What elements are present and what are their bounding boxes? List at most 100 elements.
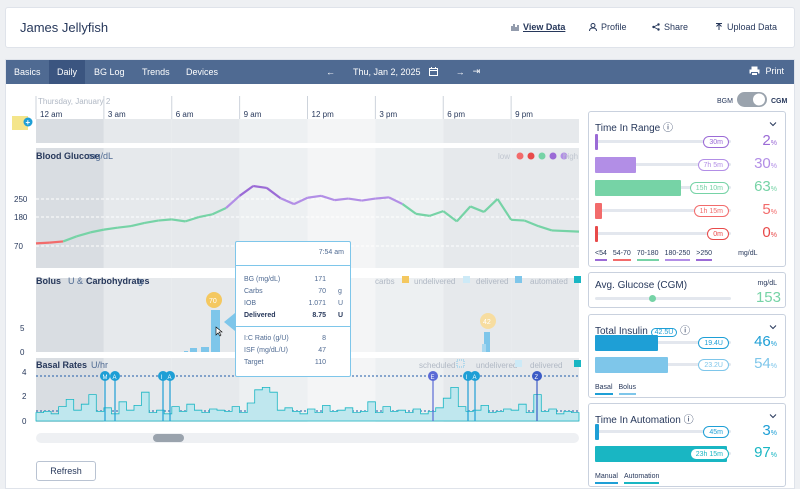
print-button[interactable]: Print (749, 66, 784, 76)
panel-shade (36, 119, 104, 143)
tab-basics[interactable]: Basics (14, 67, 41, 77)
bg-legend-dot (538, 152, 546, 160)
bg-legend-low: low (498, 152, 510, 161)
tab-daily[interactable]: Daily (49, 60, 86, 84)
legend-target: 70-180 (636, 250, 659, 261)
info-icon[interactable]: ⓘ (683, 415, 694, 426)
stat-bar-percent: 97% (754, 444, 777, 461)
tab-devices[interactable]: Devices (186, 67, 219, 77)
stat-bar-duration: 23h 15m (689, 448, 729, 460)
profile-link[interactable]: Profile (589, 22, 627, 32)
basal-event-marker (165, 371, 175, 381)
glucose-trace-segment (483, 198, 499, 213)
stat-bar-percent: 46% (754, 333, 777, 350)
bg-legend-dot (527, 152, 535, 160)
basal-panel-title: Basal Rates (36, 360, 87, 370)
glucose-trace-segment (212, 207, 227, 216)
glucose-trace-segment (496, 198, 513, 221)
bolus-bar-selected (211, 310, 220, 352)
glucose-trace-segment (442, 210, 458, 223)
stat-bar-track (595, 341, 731, 344)
avg-glucose-unit: mg/dL (757, 280, 777, 287)
most-recent-icon[interactable]: ⇥ (472, 66, 481, 76)
stat-bar-fill (595, 180, 681, 196)
bolus-bar (184, 351, 188, 352)
total-insulin-card: Total Insulin 42.5U ⓘ 19.4U 46% 23.2U 54% B… (588, 314, 786, 398)
add-note-plus: + (26, 118, 31, 127)
panel-shade (103, 278, 172, 352)
hour-tick-label: 3 pm (379, 110, 397, 119)
glucose-trace-segment (456, 205, 472, 223)
timeline-scrollbar-track (36, 433, 579, 443)
view-data-link[interactable]: View Data (511, 22, 565, 32)
bg-y-tick: 70 (14, 242, 23, 251)
basal-event-label: A (113, 375, 117, 381)
calendar-icon[interactable] (428, 67, 438, 76)
bgm-label: BGM (717, 98, 733, 105)
legend-manual: Manual (595, 473, 618, 484)
stat-bar-duration: 30m (703, 136, 729, 148)
panel-shade (511, 148, 579, 268)
glucose-trace-segment (348, 197, 362, 202)
bg-legend-dot (549, 152, 557, 160)
next-day-icon[interactable]: → (455, 66, 465, 77)
glucose-trace-segment (551, 229, 580, 233)
tooltip-unit: g (338, 288, 342, 295)
glucose-trace-segment (469, 205, 485, 213)
bolus-legend-swatch (574, 276, 581, 283)
tab-trends[interactable]: Trends (142, 67, 170, 77)
glucose-trace-segment (524, 219, 539, 228)
panel-shade (36, 148, 104, 268)
hour-tick-label: 6 am (176, 110, 194, 119)
stat-bar-percent: 3% (762, 422, 777, 439)
cgm-toggle-knob (753, 93, 765, 106)
stat-bar-track (595, 232, 731, 235)
glucose-trace-segment (415, 212, 430, 217)
basal-event-marker (463, 371, 473, 381)
glucose-trace-segment (401, 203, 417, 215)
stat-bar-track (595, 209, 731, 212)
chevron-down-icon[interactable] (769, 412, 777, 420)
glucose-trace-segment (388, 196, 404, 206)
basal-legend-swatch (456, 359, 465, 368)
tab-bar: Basics Daily BG Log Trends Devices ← Thu… (6, 60, 794, 84)
stat-bar-fill (595, 203, 602, 219)
glucose-trace-segment (184, 215, 200, 223)
tooltip-value: 8.75 (312, 312, 326, 319)
legend-high: 180-250 (664, 250, 691, 261)
prev-day-icon[interactable]: ← (326, 66, 335, 77)
glucose-trace-segment (158, 218, 172, 222)
carbs-unit: g (138, 276, 143, 286)
legend-low: 54-70 (612, 250, 631, 261)
panel-shade (443, 119, 512, 143)
stat-bar-duration: 0m (707, 228, 729, 240)
avg-glucose-track (595, 295, 731, 302)
note-icon (12, 116, 28, 130)
glucose-trace-segment (375, 196, 390, 200)
panel-shade (375, 278, 444, 352)
upload-label: Upload Data (727, 22, 778, 32)
hour-tick-label: 12 pm (312, 110, 335, 119)
upload-data-link[interactable]: Upload Data (715, 22, 777, 32)
tab-bg-log[interactable]: BG Log (94, 67, 125, 77)
glucose-trace-segment (171, 218, 186, 223)
stat-bar-row: 15h 10m 63% (595, 178, 781, 196)
chevron-down-icon[interactable] (769, 120, 777, 128)
panel-shade (171, 278, 240, 352)
basal-event-label: M (103, 375, 108, 381)
glucose-trace-segment (35, 241, 50, 245)
carb-bubble (480, 313, 496, 329)
basal-event-label: A (168, 375, 172, 381)
tooltip-unit: U (338, 300, 344, 307)
stat-bar-fill (595, 335, 658, 351)
hour-tick-label: 9 am (244, 110, 262, 119)
info-icon[interactable]: ⓘ (663, 123, 673, 134)
stat-bar-percent: 63% (754, 178, 777, 195)
refresh-button[interactable]: Refresh (36, 461, 96, 481)
chevron-down-icon[interactable] (769, 323, 777, 331)
current-date: Thu, Jan 2, 2025 (353, 66, 421, 77)
info-icon[interactable]: ⓘ (680, 326, 691, 337)
stat-bar-track (595, 140, 731, 143)
share-link[interactable]: Share (652, 22, 688, 32)
timeline-scrollbar-thumb[interactable] (153, 434, 184, 442)
